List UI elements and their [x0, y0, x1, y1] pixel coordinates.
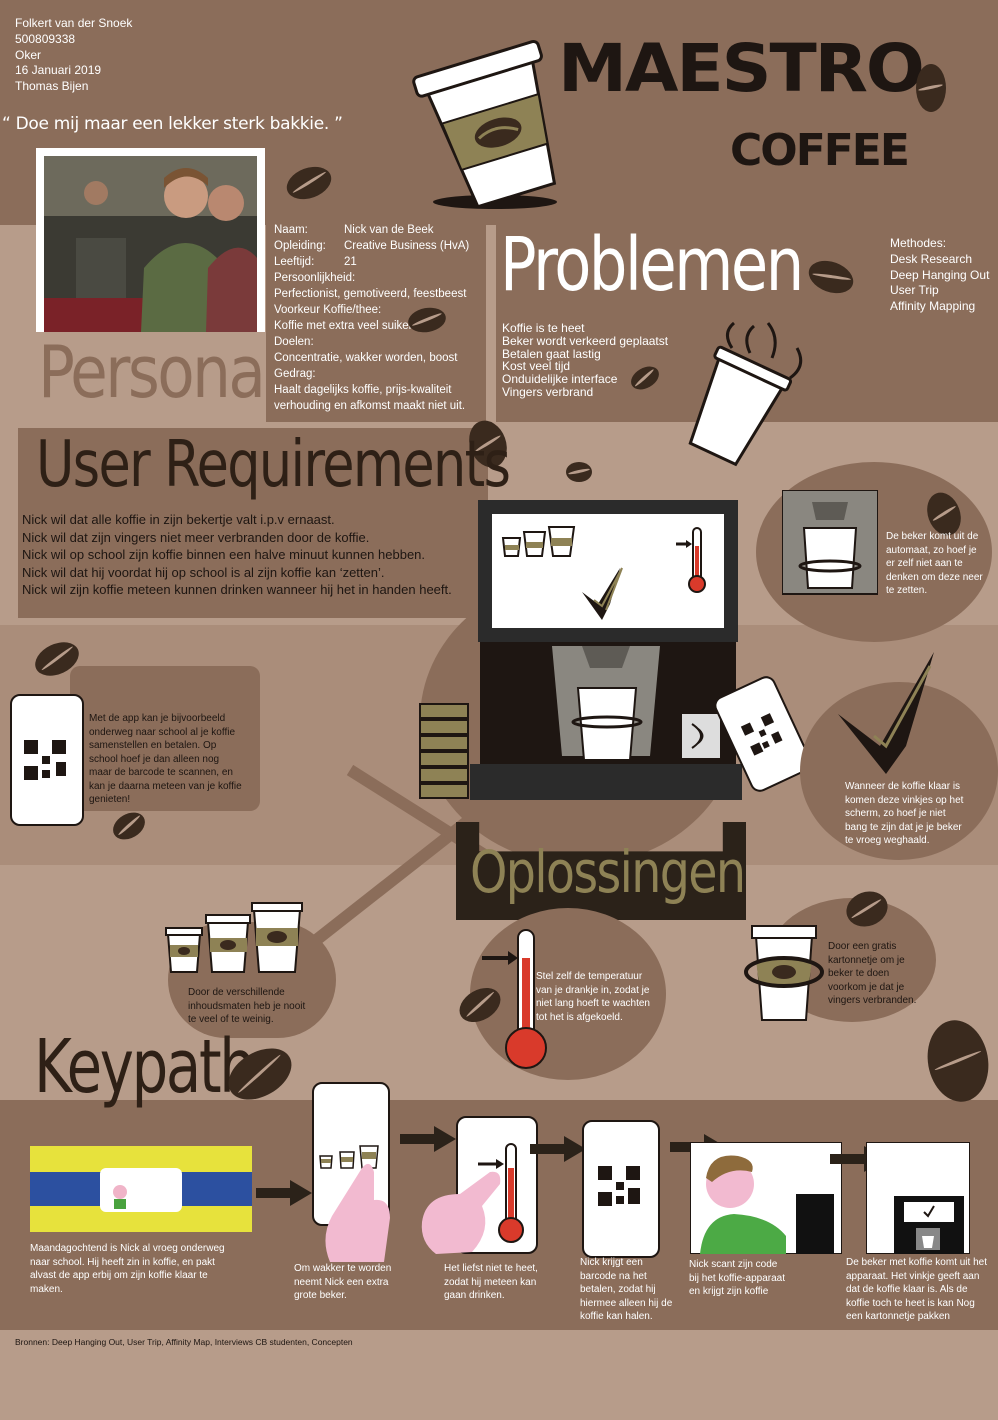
requirement-item: Nick wil dat alle koffie in zijn bekertj…: [22, 512, 335, 527]
phone-icon: [711, 672, 815, 796]
keypath-step-5-image: [690, 1142, 842, 1254]
qr-code-icon: [740, 713, 783, 756]
problem-item: Koffie is te heet: [502, 321, 585, 335]
coffee-bean-icon: [916, 64, 946, 112]
hand-pointer-icon: [319, 1145, 390, 1262]
solution-check: [800, 682, 998, 860]
persona-photo: [36, 148, 265, 332]
method-item: Deep Hanging Out: [890, 267, 990, 282]
persona-field-education: Opleiding: Creative Business (HvA): [274, 240, 470, 252]
qr-code-icon: [24, 740, 66, 780]
cup-sizes-icon: [165, 902, 303, 973]
author-info: Folkert van der Snoek 500809338 Oker 16 …: [15, 16, 132, 95]
persona-goals-value: Concentratie, wakker worden, boost: [274, 352, 458, 364]
method-item: User Trip: [890, 283, 939, 298]
requirements-list: Nick wil dat alle koffie in zijn bekertj…: [22, 511, 452, 599]
spilled-cup-icon: [688, 321, 803, 467]
thermometer-icon: [482, 929, 547, 1069]
persona-heading: Persona: [38, 330, 266, 414]
persona-preference-value: Koffie met extra veel suiker: [274, 320, 413, 332]
arrow-right-icon: [400, 1126, 456, 1152]
sources: Bronnen: Deep Hanging Out, User Trip, Af…: [15, 1337, 353, 1347]
keypath-step-1-text: Maandagochtend is Nick al vroeg onderweg…: [30, 1243, 225, 1295]
requirement-item: Nick wil dat hij voordat hij op school i…: [22, 564, 385, 580]
qr-code-icon: [598, 1166, 640, 1206]
solution-sizes-text: Door de verschillende inhoudsmaten heb j…: [188, 987, 306, 1025]
solution-app: [70, 666, 260, 811]
phone-icon: [10, 694, 84, 826]
solution-sleeve-text: Door een gratis kartonnetje om je beker …: [828, 941, 917, 1006]
student-number: 500809338: [15, 31, 76, 46]
solution-temperature-text: Stel zelf de temperatuur van je drankje …: [536, 971, 650, 1023]
keypath-step-6-text: De beker met koffie komt uit het apparaa…: [846, 1257, 987, 1322]
solution-app-text: Met de app kan je bijvoorbeeld onderweg …: [89, 713, 242, 805]
keypath-step-5-text: Nick scant zijn code bij het koffie-appa…: [689, 1259, 785, 1297]
methods-list: Methodes: Desk Research Deep Hanging Out…: [890, 236, 989, 315]
coffee-bean-icon: [566, 462, 592, 482]
requirements-heading: User Requirements: [36, 428, 511, 502]
quote: “ Doe mij maar een lekker sterk bakkie. …: [2, 114, 343, 134]
arrow-right-icon: [530, 1136, 586, 1162]
date: 16 Januari 2019: [15, 63, 102, 78]
requirement-item: Nick wil op school zijn koffie binnen ee…: [22, 547, 426, 562]
author-name: Folkert van der Snoek: [15, 16, 133, 30]
method-item: Desk Research: [890, 251, 973, 266]
solution-check-text: Wanneer de koffie klaar is komen deze vi…: [845, 781, 964, 846]
keypath-step-4-phone: [582, 1120, 660, 1258]
brand-subtitle: COFFEE: [730, 125, 910, 176]
problem-item: Beker wordt verkeerd geplaatst: [502, 333, 669, 348]
brand-title: MAESTRO: [558, 30, 925, 107]
persona-details: Naam: Nick van de Beek Opleiding: Creative…: [274, 222, 489, 414]
persona-behavior-value-1: Haalt dagelijks koffie, prijs-kwaliteit: [274, 384, 452, 396]
arrow-right-icon: [256, 1180, 312, 1206]
keypath-heading: Keypath: [34, 1024, 256, 1110]
keypath-step-6-image: [866, 1142, 970, 1254]
checkmark-icon: [838, 652, 934, 774]
keypath-step-2-text: Om wakker te worden neemt Nick een extra…: [294, 1263, 392, 1301]
requirement-item: Nick wil dat zijn vingers niet meer verb…: [22, 529, 370, 545]
persona-field-name: Naam: Nick van de Beek: [274, 224, 434, 236]
problems-list: Koffie is te heet Beker wordt verkeerd g…: [502, 322, 668, 399]
problem-item: Onduidelijke interface: [502, 372, 618, 387]
problem-item: Kost veel tijd: [502, 359, 571, 374]
persona-field-age: Leeftijd: 21: [274, 256, 357, 268]
keypath-step-1-image: [30, 1146, 252, 1232]
problem-item: Betalen gaat lastig: [502, 346, 601, 361]
sleeve-cup-icon: [744, 925, 824, 1021]
hand-pointer-icon: [421, 1171, 501, 1254]
persona-band: [266, 222, 486, 422]
coffee-machine-icon: [470, 500, 742, 800]
solution-cup-holder-text: De beker komt uit de automaat, zo hoef j…: [886, 531, 983, 596]
method-item: Affinity Mapping: [890, 299, 976, 314]
keypath-step-3-text: Het liefst niet te heet, zodat hij metee…: [444, 1263, 538, 1301]
methods-label: Methodes:: [890, 236, 947, 250]
requirements-band: [18, 428, 488, 618]
keypath-step-4-text: Nick krijgt een barcode na het betalen, …: [580, 1257, 673, 1322]
persona-personality-value: Perfectionist, gemotiveerd, feestbeest: [274, 288, 467, 300]
persona-personality-label: Persoonlijkheid:: [274, 272, 356, 284]
solutions-heading: Oplossingen: [470, 838, 746, 906]
cup-holder-icon: [782, 490, 878, 595]
sleeve-stack-icon: [419, 703, 469, 799]
group-name: Oker: [15, 47, 42, 62]
persona-behavior-label: Gedrag:: [274, 368, 316, 380]
coffee-cup-icon: [412, 39, 557, 209]
requirement-item: Nick wil zijn koffie meteen kunnen drink…: [22, 582, 452, 597]
problem-item: Vingers verbrand: [502, 384, 594, 399]
persona-goals-label: Doelen:: [274, 336, 314, 348]
problems-heading: Problemen: [500, 222, 804, 308]
persona-behavior-value-2: verhouding en afkomst maakt niet uit.: [274, 400, 466, 412]
solution-temperature: [470, 908, 666, 1080]
teacher: Thomas Bijen: [15, 79, 89, 94]
thermometer-icon: [478, 1143, 524, 1243]
persona-preference-label: Voorkeur Koffie/thee:: [274, 304, 382, 316]
persona-photo-image: [44, 156, 257, 332]
